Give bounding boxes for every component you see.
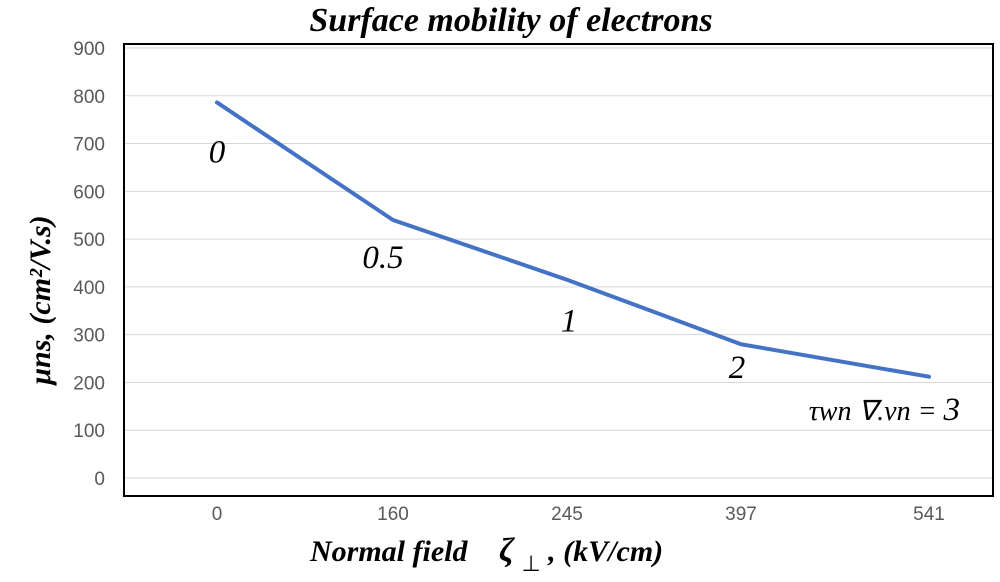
y-tick-label: 800	[73, 87, 105, 108]
point-labels: 0 0.5 1 2 τwn ∇.vn = 3	[209, 134, 960, 428]
point-label: 2	[729, 350, 746, 386]
y-tick-label: 600	[73, 182, 105, 203]
point-label: 1	[561, 304, 578, 340]
y-tick-label: 900	[73, 39, 105, 60]
y-tick-label: 700	[73, 135, 105, 156]
x-axis-units: , (kV/cm)	[547, 535, 663, 568]
x-tick-label: 541	[913, 504, 945, 525]
gridlines	[124, 47, 993, 479]
y-tick-label: 100	[73, 421, 105, 442]
y-axis-title: μns, (cm²/V.s)	[24, 215, 57, 386]
point-label: τwn ∇.vn = 3	[809, 392, 960, 428]
y-axis-ticks: 0 100 200 300 400 500 600 700 800 900	[73, 39, 105, 490]
x-tick-label: 397	[725, 504, 757, 525]
y-tick-label: 500	[73, 230, 105, 251]
y-tick-label: 300	[73, 326, 105, 347]
y-axis-title-text: μns, (cm²/V.s)	[24, 215, 57, 386]
series-layer	[215, 100, 931, 379]
x-axis-symbol: ζ	[499, 532, 515, 569]
y-tick-label: 200	[73, 373, 105, 394]
y-tick-label: 0	[94, 469, 105, 490]
x-axis-title: Normal field ζ ⊥ , (kV/cm)	[309, 532, 663, 578]
point-label-prefix: τwn ∇.vn =	[809, 396, 944, 427]
point-label-value: 3	[943, 392, 961, 428]
chart-title: Surface mobility of electrons	[309, 2, 712, 39]
point-label: 0.5	[362, 240, 403, 276]
plot-frame	[123, 43, 994, 497]
x-axis-title-text: Normal field	[309, 535, 468, 568]
x-tick-label: 160	[377, 504, 409, 525]
x-axis-ticks: 0 160 245 397 541	[212, 504, 945, 525]
y-tick-label: 400	[73, 278, 105, 299]
point-label: 0	[209, 134, 226, 170]
x-tick-label: 0	[212, 504, 223, 525]
x-axis-subscript: ⊥	[522, 551, 541, 576]
x-tick-label: 245	[551, 504, 583, 525]
